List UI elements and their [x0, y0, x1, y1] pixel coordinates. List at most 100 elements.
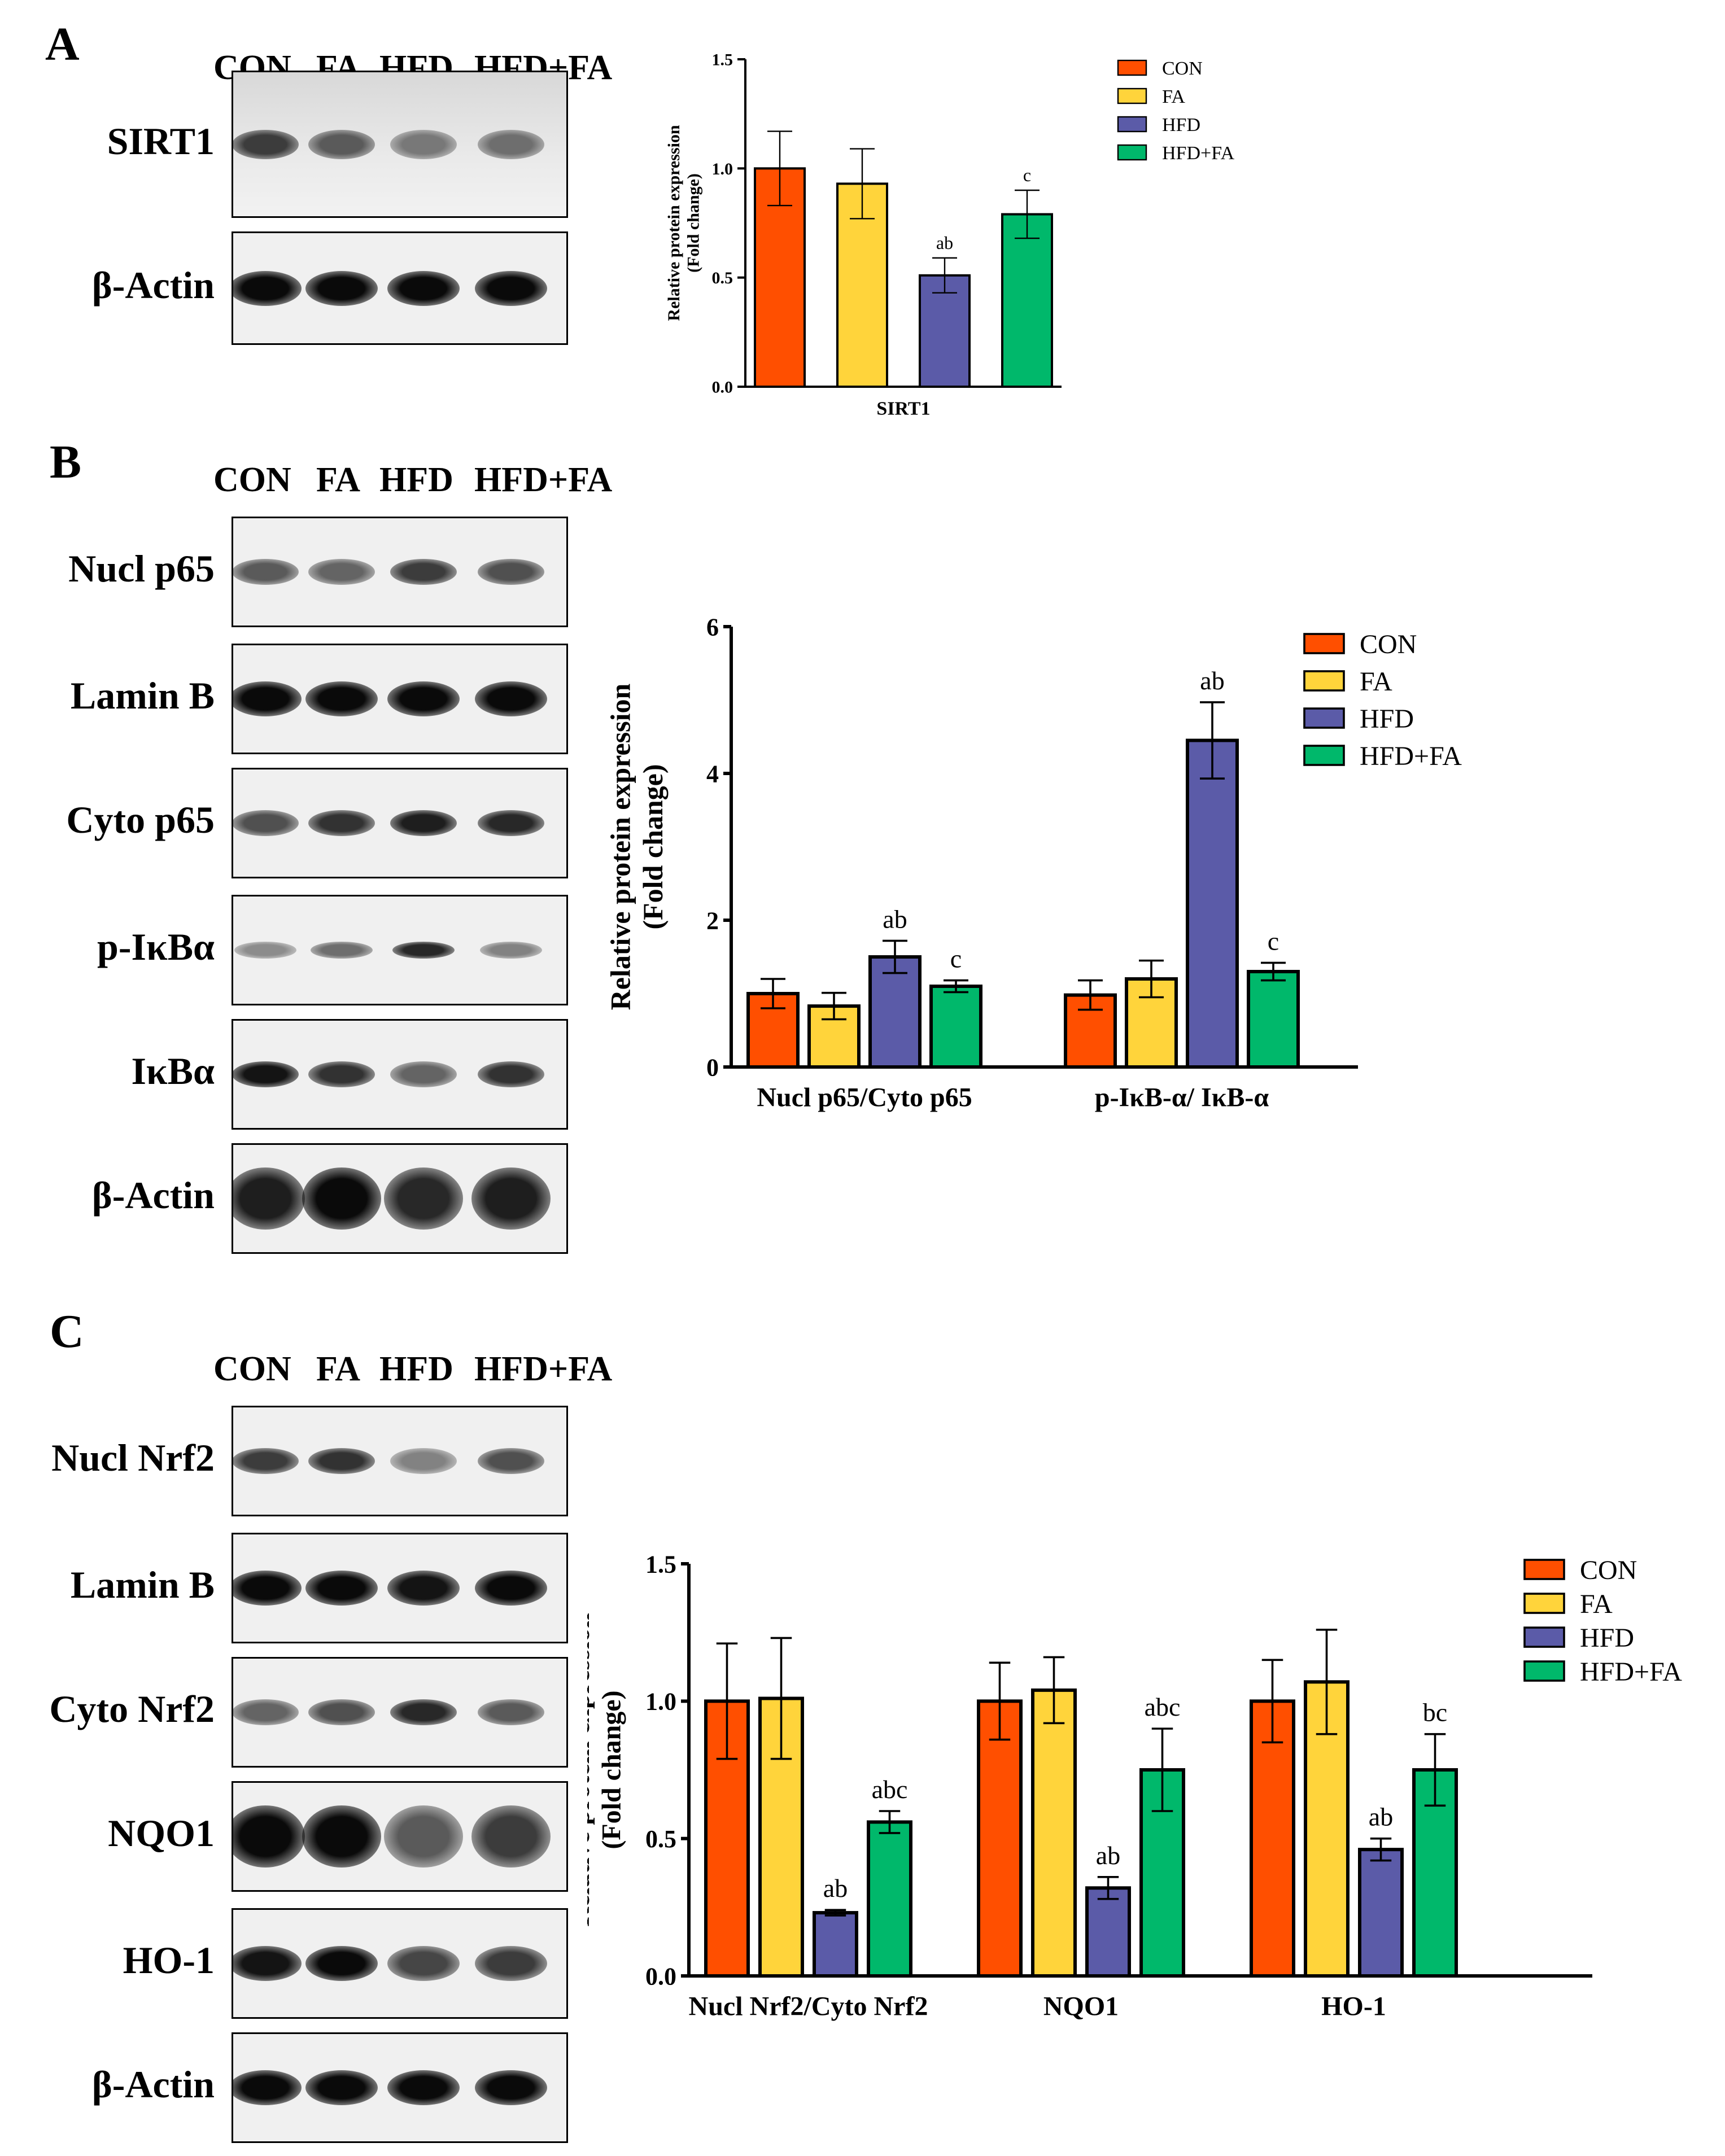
y-tick-label: 0 — [706, 1053, 719, 1081]
blot-band — [233, 1946, 302, 1981]
blot-label: Cyto p65 — [66, 798, 215, 841]
significance-label: ab — [1096, 1841, 1120, 1870]
y-axis-label-unit: (Fold change) — [637, 764, 669, 929]
blot-band — [311, 942, 373, 959]
panel-letter-b: B — [50, 436, 82, 488]
legend-swatch-fa — [1523, 1593, 1565, 1614]
significance-label: c — [1268, 926, 1279, 955]
blot-band — [234, 942, 296, 959]
y-tick-label: 0.5 — [712, 269, 733, 287]
legend-label: HFD+FA — [1162, 143, 1235, 164]
y-tick-label: 1.0 — [645, 1688, 676, 1716]
blot-image — [232, 895, 568, 1005]
lane-header-hfd: HFD — [379, 1350, 453, 1388]
blot-label: β-Actin — [91, 1174, 215, 1217]
blot-band — [471, 1805, 551, 1868]
blot-band — [475, 2070, 547, 2105]
blot-band — [233, 1448, 299, 1474]
blot-band — [308, 1061, 375, 1087]
blot-image — [232, 71, 568, 218]
legend-swatch-hfd — [1303, 707, 1345, 729]
legend-swatch-con — [1117, 59, 1147, 76]
blot-label: Cyto Nrf2 — [49, 1687, 215, 1730]
bar-hfd — [1186, 738, 1239, 1069]
blot-image — [232, 517, 568, 627]
legend-swatch-hfd-fa — [1303, 745, 1345, 766]
bar-hfd-fa — [867, 1820, 912, 1978]
bar-hfd — [1358, 1848, 1404, 1978]
blot-band — [387, 1946, 460, 1981]
lane-header-hfd: HFD — [379, 461, 453, 499]
blot-band — [233, 1571, 302, 1606]
blot-band — [478, 810, 544, 836]
legend-swatch-fa — [1303, 670, 1345, 692]
blot-band — [233, 681, 302, 716]
blot-band — [233, 2070, 302, 2105]
y-tick-label: 4 — [706, 760, 719, 788]
bar-con — [977, 1699, 1023, 1978]
blot-label: Lamin B — [70, 1563, 215, 1606]
blot-band — [305, 270, 378, 306]
legend-label: CON — [1580, 1555, 1637, 1585]
legend-swatch-hfd — [1523, 1626, 1565, 1648]
blot-image — [232, 1143, 568, 1254]
bar-chart-p65-ikba: 0 2 4 6 Relative protein expression(Fold cha… — [610, 613, 1462, 1112]
lane-header-con: CON — [213, 1350, 291, 1388]
blot-band — [390, 129, 457, 159]
blot-band — [478, 1061, 544, 1087]
blot-band — [471, 1167, 551, 1230]
bar-hfd — [868, 955, 922, 1069]
legend-label: CON — [1360, 629, 1417, 659]
y-tick-label: 1.0 — [712, 160, 733, 178]
blot-band — [475, 1571, 547, 1606]
blot-band — [305, 681, 378, 716]
blot-band — [387, 681, 460, 716]
blot-band — [478, 1699, 544, 1725]
legend-label: CON — [1162, 58, 1203, 79]
blot-band — [233, 129, 299, 159]
legend-label: HFD — [1360, 704, 1414, 734]
blot-image — [232, 2032, 568, 2143]
blot-band — [475, 1946, 547, 1981]
y-axis-label: Relative protein expression — [610, 683, 636, 1010]
y-axis-label: Relative protein expression — [665, 125, 683, 321]
y-axis-label-unit: (Fold change) — [684, 173, 703, 273]
legend-label: FA — [1360, 667, 1392, 697]
blot-image — [232, 231, 568, 345]
blot-band — [308, 129, 375, 159]
lane-header-fa: FA — [316, 461, 361, 499]
significance-label: c — [950, 944, 962, 973]
blot-band — [390, 1699, 457, 1725]
blot-band — [392, 942, 455, 959]
y-axis-label: Relative protein expression — [587, 1613, 595, 1927]
blot-image — [232, 768, 568, 878]
significance-label: ab — [883, 904, 907, 933]
bar-chart-nrf2: 0.0 0.5 1.0 1.5 Relative protein expression(… — [587, 1550, 1682, 2022]
y-tick-label: 6 — [706, 613, 719, 641]
legend-label: HFD — [1162, 115, 1200, 135]
bar-hfd — [1085, 1886, 1131, 1978]
blot-band — [233, 1805, 305, 1868]
lane-header-fa: FA — [316, 1350, 361, 1388]
bar-fa — [1031, 1688, 1077, 1978]
category-label: HO-1 — [1321, 1992, 1386, 2022]
blot-image — [232, 1657, 568, 1768]
significance-label: ab — [1200, 666, 1224, 695]
legend-label: HFD+FA — [1580, 1657, 1682, 1687]
blot-band — [233, 1061, 299, 1087]
blot-label: p-IκBα — [97, 925, 215, 968]
y-tick-label: 1.5 — [645, 1550, 676, 1578]
blot-band — [305, 1571, 378, 1606]
blot-band — [308, 559, 375, 585]
blot-band — [387, 2070, 460, 2105]
blot-label: Nucl Nrf2 — [51, 1436, 215, 1479]
blot-band — [305, 1946, 378, 1981]
significance-label: ab — [936, 233, 953, 253]
significance-label: bc — [1423, 1698, 1447, 1727]
blot-label: β-Actin — [91, 2063, 215, 2106]
blot-band — [302, 1805, 381, 1868]
blot-band — [387, 270, 460, 306]
legend-swatch-hfd-fa — [1523, 1660, 1565, 1682]
legend-label: HFD — [1580, 1623, 1634, 1653]
significance-label: abc — [1145, 1693, 1181, 1721]
